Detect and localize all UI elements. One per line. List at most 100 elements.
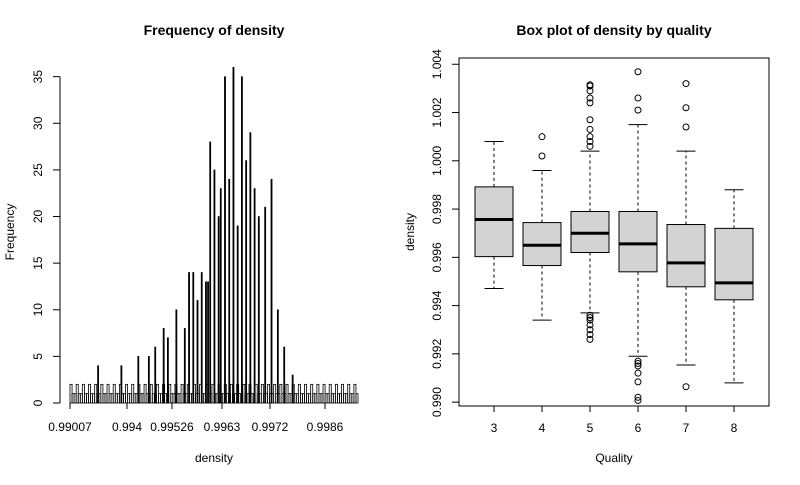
boxplot-outlier [634,396,642,404]
boxplot-outlier [586,326,594,334]
histogram-bar [196,300,199,404]
boxplot-outlier [682,104,690,112]
histogram-bar [213,169,216,404]
histogram-bar [276,309,279,404]
boxplot-outlier [586,316,594,324]
boxplot-box [618,210,658,273]
boxplot-x-axis: 3 4 5 6 7 8 [491,406,738,435]
boxplot-outlier [682,123,690,131]
boxplot-y-tick-label: 0.994 [430,290,444,320]
histogram-y-tick-label: 15 [31,256,45,270]
histogram-panel: Frequency of density density Frequency 0… [3,22,359,465]
boxplot-x-axis-label: Quality [595,451,632,465]
histogram-y-tick-label: 30 [31,116,45,130]
histogram-x-tick-label: 0.99007 [48,420,92,434]
histogram-bar [175,309,178,404]
boxplot-plot-frame [458,57,770,407]
histogram-bar [257,216,260,404]
histogram-y-tick-label: 20 [31,210,45,224]
boxplot-outlier [634,360,642,368]
boxplot-outlier [634,393,642,401]
boxplot-outlier [682,80,690,88]
histogram-x-tick-label: 0.9963 [204,420,241,434]
histogram-bar [167,337,169,404]
histogram-bar [162,328,165,404]
boxplot-y-tick-label: 1.002 [430,97,444,127]
histogram-x-tick-label: 0.9986 [307,420,344,434]
boxplot-outlier [682,383,690,391]
boxplot-outlier [586,335,594,343]
boxplot-boxes [474,68,754,404]
boxplot-outlier [634,106,642,114]
boxplot-outlier [586,125,594,133]
boxplot-x-tick-label: 4 [539,421,546,435]
boxplot-outlier [634,369,642,377]
histogram-y-tick-label: 5 [31,353,45,360]
histogram-title: Frequency of density [144,22,285,38]
boxplot-title: Box plot of density by quality [516,22,711,38]
boxplot-outlier [538,133,546,141]
boxplot-y-axis: 0.990 0.992 0.994 0.996 0.998 1.000 1.002 1.004 [430,49,459,417]
histogram-y-tick-label: 35 [31,70,45,84]
boxplot-y-tick-label: 0.990 [430,387,444,417]
histogram-bar [217,216,220,404]
boxplot-x-tick-label: 6 [635,421,642,435]
histogram-y-tick-label: 0 [31,399,45,406]
histogram-x-tick-label: 0.9972 [252,420,289,434]
histogram-bar [253,188,256,404]
boxplot-y-tick-label: 0.996 [430,242,444,272]
boxplot-outlier [586,99,594,107]
boxplot-y-axis-label: density [403,213,417,251]
histogram-bars [69,67,359,404]
histogram-bar [228,178,231,404]
histogram-bar [209,141,212,404]
histogram-y-tick-label: 10 [31,303,45,317]
boxplot-outlier [586,314,594,322]
histogram-bar [283,346,286,404]
boxplot-outlier [586,133,594,141]
histogram-bar [205,281,207,404]
histogram-bar [264,206,267,404]
histogram-bar [249,132,252,404]
histogram-bar [200,272,203,404]
boxplot-outlier [586,81,594,89]
histogram-bar [241,76,243,404]
histogram-y-tick-label: 25 [31,163,45,177]
boxplot-box [474,186,514,258]
histogram-x-axis-label: density [195,451,233,465]
histogram-bar [192,272,195,404]
boxplot-y-tick-label: 1.000 [430,145,444,175]
boxplot-outlier [586,321,594,329]
boxplot-x-tick-label: 7 [683,421,690,435]
histogram-y-axis-label: Frequency [3,204,17,261]
boxplot-box [714,227,754,301]
histogram-x-tick-label: 0.994 [112,420,142,434]
boxplot-x-tick-label: 3 [491,421,498,435]
histogram-y-axis: 0 5 10 15 20 25 30 35 [31,70,61,406]
boxplot-outlier [586,331,594,339]
boxplot-outlier [586,116,594,124]
histogram-bar [207,281,209,404]
histogram-bar [245,160,248,404]
boxplot-outlier [634,362,642,370]
histogram-bar [291,374,294,404]
boxplot-x-tick-label: 5 [587,421,594,435]
histogram-bar [270,178,273,404]
boxplot-outlier [538,152,546,160]
boxplot-outlier [634,94,642,102]
histogram-bar [219,188,222,404]
boxplot-outlier [586,142,594,150]
boxplot-x-tick-label: 8 [731,421,738,435]
boxplot-y-tick-label: 0.998 [430,194,444,224]
boxplot-outlier [586,311,594,319]
boxplot-outlier [634,357,642,365]
boxplot-outlier [586,94,594,102]
boxplot-panel: Box plot of density by quality Quality d… [403,22,770,465]
histogram-bar [355,393,359,404]
boxplot-box [666,224,706,288]
histogram-bar [147,356,150,404]
histogram-bar [154,346,157,404]
boxplot-y-tick-label: 1.004 [430,49,444,79]
boxplot-y-tick-label: 0.992 [430,339,444,369]
